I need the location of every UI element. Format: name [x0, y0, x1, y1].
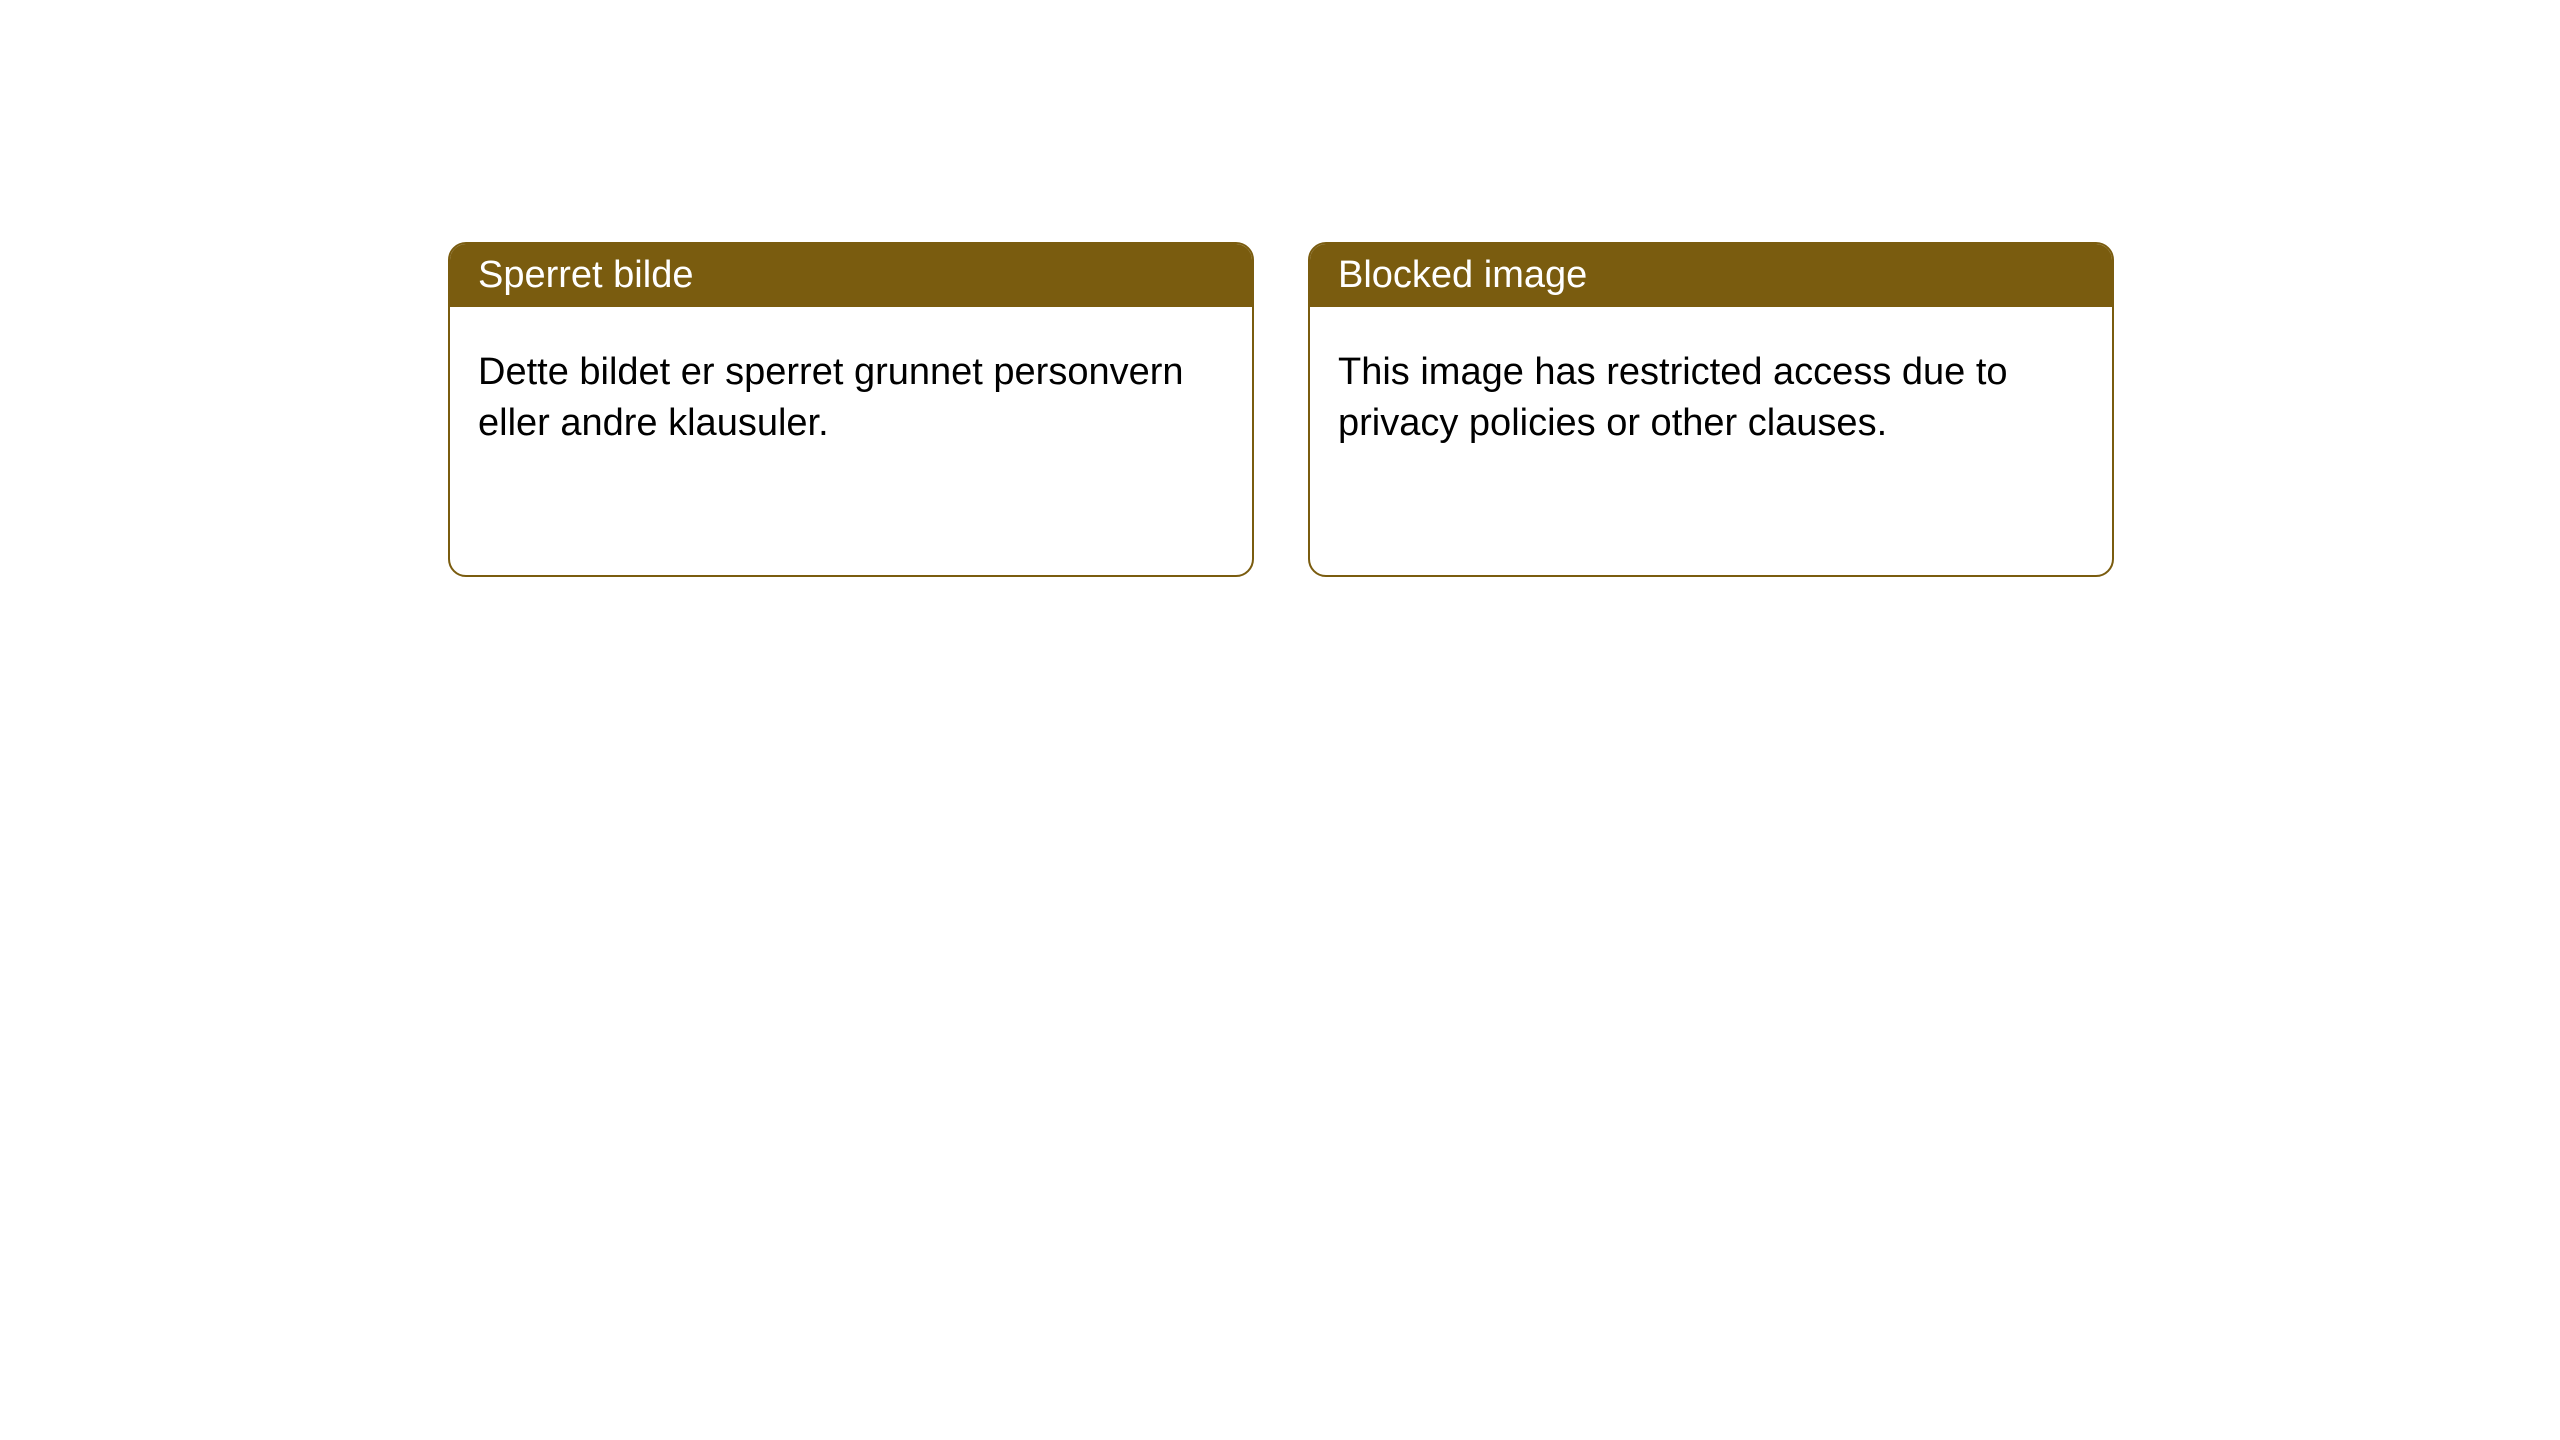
notice-card-norwegian: Sperret bilde Dette bildet er sperret gr… [448, 242, 1254, 577]
card-body: Dette bildet er sperret grunnet personve… [450, 307, 1252, 490]
card-body: This image has restricted access due to … [1310, 307, 2112, 490]
notice-card-english: Blocked image This image has restricted … [1308, 242, 2114, 577]
card-title: Blocked image [1338, 254, 1587, 296]
card-title: Sperret bilde [478, 254, 693, 296]
card-body-text: Dette bildet er sperret grunnet personve… [478, 351, 1184, 444]
card-header: Blocked image [1310, 244, 2112, 307]
card-header: Sperret bilde [450, 244, 1252, 307]
notice-container: Sperret bilde Dette bildet er sperret gr… [0, 0, 2560, 577]
card-body-text: This image has restricted access due to … [1338, 351, 2008, 444]
